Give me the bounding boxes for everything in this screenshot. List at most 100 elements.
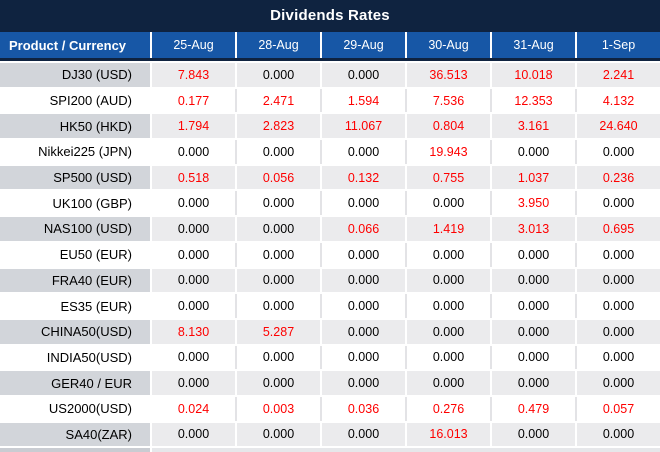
date-column-header: 28-Aug bbox=[237, 32, 320, 58]
dividend-value: 0.695 bbox=[577, 217, 660, 241]
dividend-value: 0.000 bbox=[322, 191, 405, 216]
product-label: DJ30 (USD) bbox=[0, 63, 150, 87]
dividend-value: 4.132 bbox=[577, 88, 660, 113]
dividend-value: 0.000 bbox=[407, 294, 490, 318]
date-column-header: 30-Aug bbox=[407, 32, 490, 58]
product-label: GER40 / EUR bbox=[0, 371, 150, 395]
dividend-value: 0.000 bbox=[407, 191, 490, 216]
dividend-value: 0.056 bbox=[237, 165, 320, 190]
table-row: CHINA50(USD) 8.130 5.287 0.000 0.000 0.000 0.0… bbox=[0, 319, 660, 344]
dividend-value: 0.000 bbox=[577, 422, 660, 447]
dividend-value: 0.036 bbox=[322, 396, 405, 421]
dividend-value: 0.000 bbox=[322, 268, 405, 293]
dividend-value: 2.241 bbox=[577, 63, 660, 87]
dividend-value: 0.000 bbox=[407, 319, 490, 344]
product-label: SA40(ZAR) bbox=[0, 422, 150, 447]
dividend-value: 0.479 bbox=[492, 396, 575, 421]
dividend-value: 3.013 bbox=[492, 217, 575, 241]
dividend-value: 0.236 bbox=[577, 165, 660, 190]
table-header-row: Product / Currency 25-Aug 28-Aug 29-Aug 30-… bbox=[0, 30, 660, 61]
dividend-value: 0.000 bbox=[322, 422, 405, 447]
dividend-value: 0.066 bbox=[322, 217, 405, 241]
table-row: INDIA50(USD) 0.000 0.000 0.000 0.000 0.000 0.0… bbox=[0, 345, 660, 370]
dividend-value: 0.000 bbox=[492, 319, 575, 344]
table-row: NAS100 (USD) 0.000 0.000 0.066 1.419 3.013 0.6… bbox=[0, 217, 660, 241]
date-column-header: 25-Aug bbox=[152, 32, 235, 58]
dividend-value: 0.000 bbox=[237, 294, 320, 318]
dividend-value: 0.000 bbox=[237, 242, 320, 267]
dividend-value: 0.000 bbox=[322, 319, 405, 344]
product-label: ES35 (EUR) bbox=[0, 294, 150, 318]
table-row: DJ30 (USD) 7.843 0.000 0.000 36.513 10.018 2.2… bbox=[0, 63, 660, 87]
dividend-value: 0.000 bbox=[407, 242, 490, 267]
dividend-value: 0.000 bbox=[577, 268, 660, 293]
dividend-value: 0.000 bbox=[152, 217, 235, 241]
table-row: ES35 (EUR) 0.000 0.000 0.000 0.000 0.000 0.000 bbox=[0, 294, 660, 318]
dividend-value: 12.353 bbox=[492, 88, 575, 113]
dividend-value: 0.177 bbox=[152, 88, 235, 113]
table-row: SP500 (USD) 0.518 0.056 0.132 0.755 1.037 0.23… bbox=[0, 165, 660, 190]
dividends-table-body: DJ30 (USD) 7.843 0.000 0.000 36.513 10.018 2.2… bbox=[0, 63, 660, 447]
dividend-value: 0.000 bbox=[492, 140, 575, 164]
dividend-value: 0.000 bbox=[492, 268, 575, 293]
product-label: Nikkei225 (JPN) bbox=[0, 140, 150, 164]
dividend-value: 2.823 bbox=[237, 114, 320, 139]
product-label: SP500 (USD) bbox=[0, 165, 150, 190]
dividend-value: 0.000 bbox=[577, 345, 660, 370]
cutoff-next-row bbox=[0, 448, 660, 452]
dividend-value: 0.000 bbox=[152, 242, 235, 267]
table-row: SPI200 (AUD) 0.177 2.471 1.594 7.536 12.353 4.… bbox=[0, 88, 660, 113]
dividend-value: 0.000 bbox=[237, 217, 320, 241]
dividend-value: 0.000 bbox=[322, 345, 405, 370]
product-label: INDIA50(USD) bbox=[0, 345, 150, 370]
dividend-value: 0.000 bbox=[322, 294, 405, 318]
product-label: UK100 (GBP) bbox=[0, 191, 150, 216]
dividend-value: 1.419 bbox=[407, 217, 490, 241]
dividend-value: 0.000 bbox=[237, 191, 320, 216]
product-label: FRA40 (EUR) bbox=[0, 268, 150, 293]
dividend-value: 7.536 bbox=[407, 88, 490, 113]
dividend-value: 0.000 bbox=[492, 242, 575, 267]
dividend-value: 0.000 bbox=[407, 268, 490, 293]
dividend-value: 19.943 bbox=[407, 140, 490, 164]
date-column-header: 31-Aug bbox=[492, 32, 575, 58]
dividend-value: 7.843 bbox=[152, 63, 235, 87]
dividend-value: 3.950 bbox=[492, 191, 575, 216]
dividend-value: 0.000 bbox=[237, 140, 320, 164]
dividend-value: 0.000 bbox=[237, 345, 320, 370]
dividend-value: 0.000 bbox=[237, 268, 320, 293]
dividend-value: 0.000 bbox=[152, 371, 235, 395]
dividend-value: 0.000 bbox=[492, 294, 575, 318]
dividend-value: 0.755 bbox=[407, 165, 490, 190]
dividend-value: 11.067 bbox=[322, 114, 405, 139]
dividend-value: 0.000 bbox=[152, 191, 235, 216]
dividend-value: 16.013 bbox=[407, 422, 490, 447]
dividend-value: 0.276 bbox=[407, 396, 490, 421]
table-row: EU50 (EUR) 0.000 0.000 0.000 0.000 0.000 0.000 bbox=[0, 242, 660, 267]
product-label: HK50 (HKD) bbox=[0, 114, 150, 139]
table-row: GER40 / EUR 0.000 0.000 0.000 0.000 0.000 0.00… bbox=[0, 371, 660, 395]
dividend-value: 0.000 bbox=[407, 345, 490, 370]
table-row: HK50 (HKD) 1.794 2.823 11.067 0.804 3.161 24.6… bbox=[0, 114, 660, 139]
dividend-value: 3.161 bbox=[492, 114, 575, 139]
page-title: Dividends Rates bbox=[0, 0, 660, 30]
product-label: SPI200 (AUD) bbox=[0, 88, 150, 113]
dividend-value: 0.000 bbox=[152, 294, 235, 318]
dividend-value: 0.000 bbox=[152, 345, 235, 370]
dividend-value: 0.000 bbox=[152, 268, 235, 293]
dividend-value: 0.132 bbox=[322, 165, 405, 190]
dividend-value: 0.000 bbox=[577, 191, 660, 216]
cutoff-row-label-cell bbox=[0, 448, 150, 452]
cutoff-row-values-cell bbox=[152, 448, 660, 452]
dividend-value: 0.000 bbox=[237, 371, 320, 395]
dividend-value: 0.000 bbox=[577, 319, 660, 344]
dividend-value: 2.471 bbox=[237, 88, 320, 113]
dividend-value: 0.804 bbox=[407, 114, 490, 139]
dividend-value: 1.794 bbox=[152, 114, 235, 139]
table-row: Nikkei225 (JPN) 0.000 0.000 0.000 19.943 0.00… bbox=[0, 140, 660, 164]
dividend-value: 0.000 bbox=[492, 422, 575, 447]
dividend-value: 0.003 bbox=[237, 396, 320, 421]
table-row: UK100 (GBP) 0.000 0.000 0.000 0.000 3.950 0.00… bbox=[0, 191, 660, 216]
dividend-value: 1.037 bbox=[492, 165, 575, 190]
